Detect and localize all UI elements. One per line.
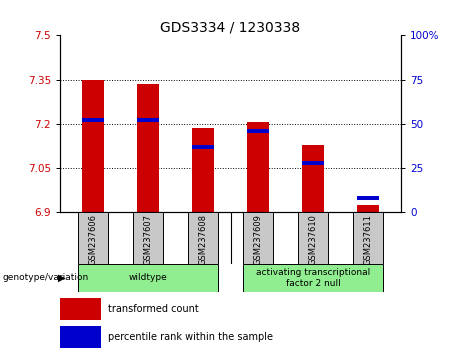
Text: GSM237611: GSM237611 (364, 214, 372, 265)
Bar (247, 129, 269, 133)
Text: GSM237610: GSM237610 (308, 214, 318, 265)
Bar (357, 205, 379, 212)
Bar (133, 212, 163, 264)
Bar (242, 264, 384, 292)
Text: ▶: ▶ (58, 273, 65, 283)
Bar (82, 118, 104, 122)
Text: GSM237608: GSM237608 (199, 214, 207, 265)
Bar (77, 212, 108, 264)
Bar (298, 212, 328, 264)
Title: GDS3334 / 1230338: GDS3334 / 1230338 (160, 20, 301, 34)
Bar (137, 84, 159, 212)
Bar (247, 122, 269, 212)
Text: percentile rank within the sample: percentile rank within the sample (108, 332, 273, 342)
Text: genotype/variation: genotype/variation (2, 273, 89, 282)
Bar (357, 196, 379, 200)
Text: GSM237607: GSM237607 (143, 214, 153, 265)
Bar (192, 145, 214, 149)
Bar (77, 264, 219, 292)
Bar (60, 298, 101, 320)
Bar (353, 212, 384, 264)
Bar (60, 326, 101, 348)
Text: activating transcriptional
factor 2 null: activating transcriptional factor 2 null (256, 268, 370, 287)
Bar (302, 144, 324, 212)
Text: GSM237606: GSM237606 (89, 214, 97, 265)
Bar (82, 80, 104, 212)
Bar (242, 212, 273, 264)
Text: transformed count: transformed count (108, 304, 198, 314)
Bar (137, 118, 159, 122)
Bar (192, 129, 214, 212)
Bar (302, 161, 324, 165)
Text: wildtype: wildtype (129, 273, 167, 282)
Text: GSM237609: GSM237609 (254, 214, 262, 265)
Bar (188, 212, 219, 264)
